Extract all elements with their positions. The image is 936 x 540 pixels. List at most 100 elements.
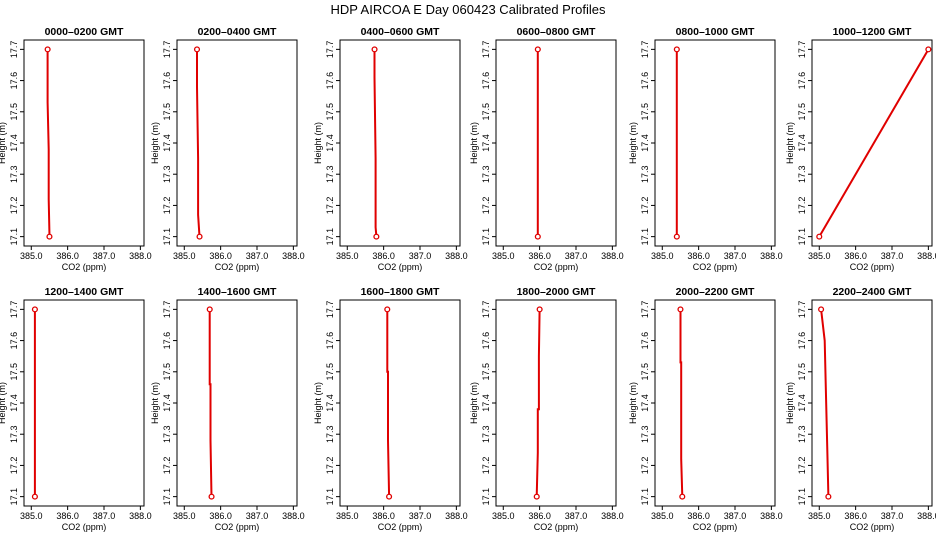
profile-line: [196, 49, 201, 237]
x-axis-label: CO2 (ppm): [850, 262, 895, 272]
x-tick-label: 388.0: [445, 251, 468, 261]
x-tick-label: 387.0: [724, 251, 747, 261]
panel-title: 0600–0800 GMT: [517, 26, 596, 38]
profile-line: [818, 48, 930, 238]
x-axis-label: CO2 (ppm): [215, 262, 260, 272]
plot-frame: [811, 39, 933, 247]
profile-point: [31, 306, 38, 313]
chart-panel: 0400–0600 GMT 385.0 386.0 387.0 388.0 17.1 17.…: [313, 26, 468, 272]
panel-title: 0200–0400 GMT: [198, 26, 277, 38]
profile-point: [44, 46, 51, 53]
x-tick-label: 385.0: [173, 251, 196, 261]
y-tick-label: 17.2: [640, 457, 650, 475]
x-axis-label: CO2 (ppm): [693, 262, 738, 272]
y-tick-label: 17.5: [640, 363, 650, 381]
x-tick-label: 388.0: [445, 511, 468, 521]
y-tick-label: 17.6: [162, 332, 172, 350]
x-tick-label: 385.0: [336, 511, 359, 521]
x-axis-label: CO2 (ppm): [62, 262, 107, 272]
y-tick-label: 17.6: [9, 72, 19, 90]
profile-point: [536, 306, 543, 313]
panel-title: 2000–2200 GMT: [676, 286, 755, 298]
y-axis-label: Height (m): [469, 382, 479, 424]
y-tick-label: 17.4: [797, 134, 807, 152]
y-axis-label: Height (m): [150, 382, 160, 424]
y-tick-label: 17.5: [9, 103, 19, 121]
y-tick-label: 17.5: [481, 363, 491, 381]
chart-panel: 1800–2000 GMT 385.0 386.0 387.0 388.0 17.1 17.…: [469, 286, 624, 532]
x-tick-label: 387.0: [409, 251, 432, 261]
panel-title: 1600–1800 GMT: [361, 286, 440, 298]
y-tick-label: 17.7: [9, 41, 19, 59]
panel-title: 0000–0200 GMT: [45, 26, 124, 38]
profile-line: [535, 309, 541, 497]
x-tick-label: 386.0: [528, 511, 551, 521]
x-tick-label: 386.0: [56, 251, 79, 261]
x-tick-label: 386.0: [844, 511, 867, 521]
y-tick-label: 17.7: [640, 301, 650, 319]
chart-panel: 1200–1400 GMT 385.0 386.0 387.0 388.0 17.1 17.…: [0, 286, 152, 532]
x-tick-label: 388.0: [129, 251, 152, 261]
y-tick-label: 17.7: [162, 301, 172, 319]
plot-frame: [495, 39, 617, 247]
x-axis-label: CO2 (ppm): [534, 522, 579, 532]
chart-panel: 1600–1800 GMT 385.0 386.0 387.0 388.0 17.1 17.…: [313, 286, 468, 532]
x-axis-label: CO2 (ppm): [215, 522, 260, 532]
y-tick-label: 17.4: [640, 134, 650, 152]
y-tick-label: 17.5: [9, 363, 19, 381]
y-tick-label: 17.6: [481, 72, 491, 90]
chart-panel: 2000–2200 GMT 385.0 386.0 387.0 388.0 17.1 17.…: [628, 286, 783, 532]
y-tick-label: 17.5: [325, 363, 335, 381]
y-tick-label: 17.7: [481, 41, 491, 59]
y-tick-label: 17.7: [325, 41, 335, 59]
x-tick-label: 386.0: [687, 251, 710, 261]
plot-frame: [23, 39, 145, 247]
plot-frame: [654, 39, 776, 247]
x-tick-label: 387.0: [565, 251, 588, 261]
y-tick-label: 17.3: [9, 425, 19, 443]
profile-line: [373, 49, 378, 237]
x-tick-label: 387.0: [93, 511, 116, 521]
y-tick-label: 17.6: [797, 332, 807, 350]
x-tick-label: 385.0: [651, 251, 674, 261]
y-tick-label: 17.7: [325, 301, 335, 319]
y-tick-label: 17.4: [9, 394, 19, 412]
y-tick-label: 17.7: [481, 301, 491, 319]
y-tick-label: 17.5: [797, 363, 807, 381]
x-tick-label: 385.0: [173, 511, 196, 521]
profile-point: [206, 306, 213, 313]
profile-point: [208, 493, 215, 500]
panel-title: 1200–1400 GMT: [45, 286, 124, 298]
panel-title: 1000–1200 GMT: [833, 26, 912, 38]
y-tick-label: 17.2: [481, 457, 491, 475]
y-tick-label: 17.5: [325, 103, 335, 121]
x-tick-label: 387.0: [724, 511, 747, 521]
y-axis-label: Height (m): [469, 122, 479, 164]
plot-frame: [176, 39, 298, 247]
profile-point: [31, 493, 38, 500]
x-tick-label: 386.0: [56, 511, 79, 521]
y-tick-label: 17.1: [797, 488, 807, 506]
y-tick-label: 17.3: [162, 165, 172, 183]
y-axis-label: Height (m): [628, 382, 638, 424]
y-tick-label: 17.1: [481, 488, 491, 506]
y-tick-label: 17.5: [162, 103, 172, 121]
y-tick-label: 17.2: [9, 197, 19, 215]
x-axis-label: CO2 (ppm): [378, 522, 423, 532]
y-tick-label: 17.6: [9, 332, 19, 350]
x-tick-label: 387.0: [246, 251, 269, 261]
x-tick-label: 386.0: [209, 251, 232, 261]
y-tick-label: 17.4: [162, 134, 172, 152]
y-axis-label: Height (m): [150, 122, 160, 164]
y-tick-label: 17.1: [162, 228, 172, 246]
profile-line: [820, 309, 830, 497]
plot-frame: [339, 299, 461, 507]
x-tick-label: 388.0: [917, 251, 936, 261]
y-tick-label: 17.6: [640, 72, 650, 90]
profile-point: [825, 493, 832, 500]
y-tick-label: 17.3: [325, 165, 335, 183]
profile-line: [386, 309, 391, 497]
y-tick-label: 17.6: [640, 332, 650, 350]
y-axis-label: Height (m): [785, 382, 795, 424]
profile-point: [373, 233, 380, 240]
